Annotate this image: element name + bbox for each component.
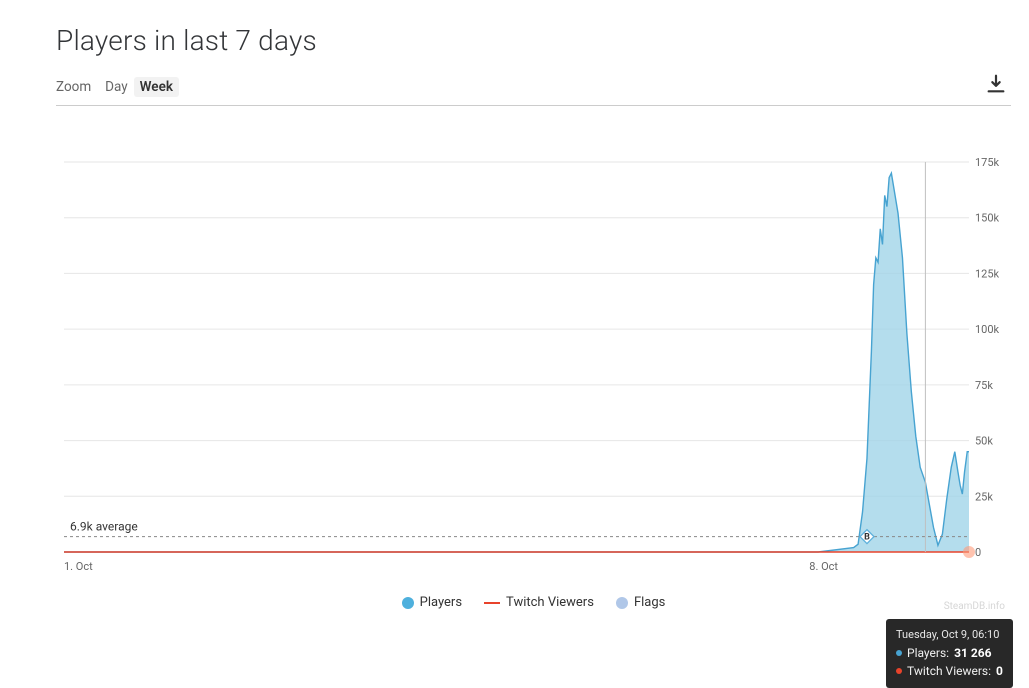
legend-line-icon [484,602,500,604]
download-icon[interactable] [985,73,1007,99]
y-tick-label: 75k [975,379,993,392]
y-tick-label: 25k [975,490,993,503]
y-tick-label: 50k [975,435,993,448]
flag-label: B [864,533,870,543]
hover-dot [963,546,975,558]
average-label: 6.9k average [70,520,138,534]
controls-row: Zoom DayWeek [56,73,1025,99]
y-tick-label: 175k [975,156,1000,169]
legend-label: Players [420,595,462,610]
x-tick-label: 8. Oct [809,560,838,573]
tooltip-dot-icon [896,668,902,674]
zoom-group: Zoom DayWeek [56,76,179,97]
legend-item-players[interactable]: Players [402,595,462,610]
players-area [64,173,969,552]
legend: Players Twitch Viewers Flags [56,595,1011,610]
tooltip-label: Twitch Viewers: [907,662,991,680]
y-tick-label: 100k [975,323,1000,336]
tooltip-title: Tuesday, Oct 9, 06:10 [896,627,1003,644]
legend-label: Twitch Viewers [506,595,594,610]
tooltip-label: Players: [907,644,949,662]
y-tick-label: 125k [975,267,1000,280]
tooltip-row: Players: 31 266 [896,644,1003,662]
page-title: Players in last 7 days [56,24,1025,57]
legend-item-twitch-viewers[interactable]: Twitch Viewers [484,595,594,610]
y-tick-label: 0 [975,546,981,559]
attribution: SteamDB.info [944,601,1005,612]
zoom-day-button[interactable]: Day [99,77,134,97]
chart-svg: 0 25k 50k 75k 100k 125k 150k 175k 6.9k average B 1… [56,114,1011,616]
zoom-week-button[interactable]: Week [134,77,179,97]
tooltip-value: 31 266 [954,644,991,662]
legend-dot-icon [616,597,628,609]
tooltip-value: 0 [996,662,1003,680]
legend-label: Flags [634,595,665,610]
zoom-label: Zoom [56,79,91,95]
legend-item-flags[interactable]: Flags [616,595,665,610]
players-line [64,173,969,552]
divider [56,105,1011,106]
chart-area[interactable]: 0 25k 50k 75k 100k 125k 150k 175k 6.9k average B 1… [56,114,1011,616]
legend-dot-icon [402,597,414,609]
tooltip-row: Twitch Viewers: 0 [896,662,1003,680]
x-tick-label: 1. Oct [64,560,93,573]
tooltip: Tuesday, Oct 9, 06:10 Players: 31 266Twi… [886,619,1013,688]
y-tick-label: 150k [975,212,1000,225]
tooltip-dot-icon [896,650,902,656]
